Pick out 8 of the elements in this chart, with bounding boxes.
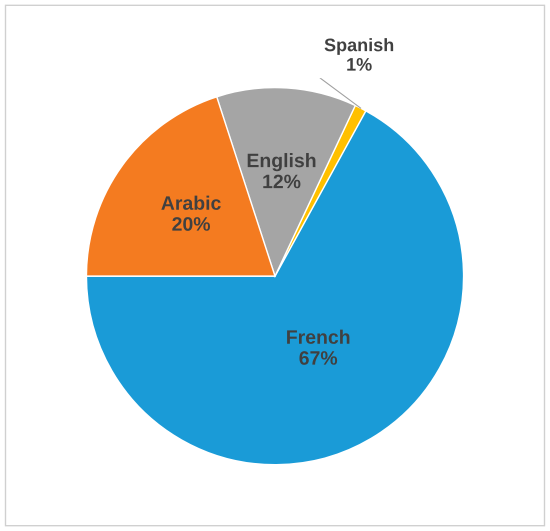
data-label: 20% — [172, 217, 210, 231]
data-label: 67% — [299, 351, 338, 365]
slice-label: English — [248, 153, 316, 172]
slice-label: French — [287, 330, 350, 344]
slice-label: Spanish — [324, 38, 394, 55]
data-label: 1% — [347, 58, 372, 71]
slice-label: Arabic — [161, 196, 221, 210]
data-label: 12% — [263, 174, 300, 188]
